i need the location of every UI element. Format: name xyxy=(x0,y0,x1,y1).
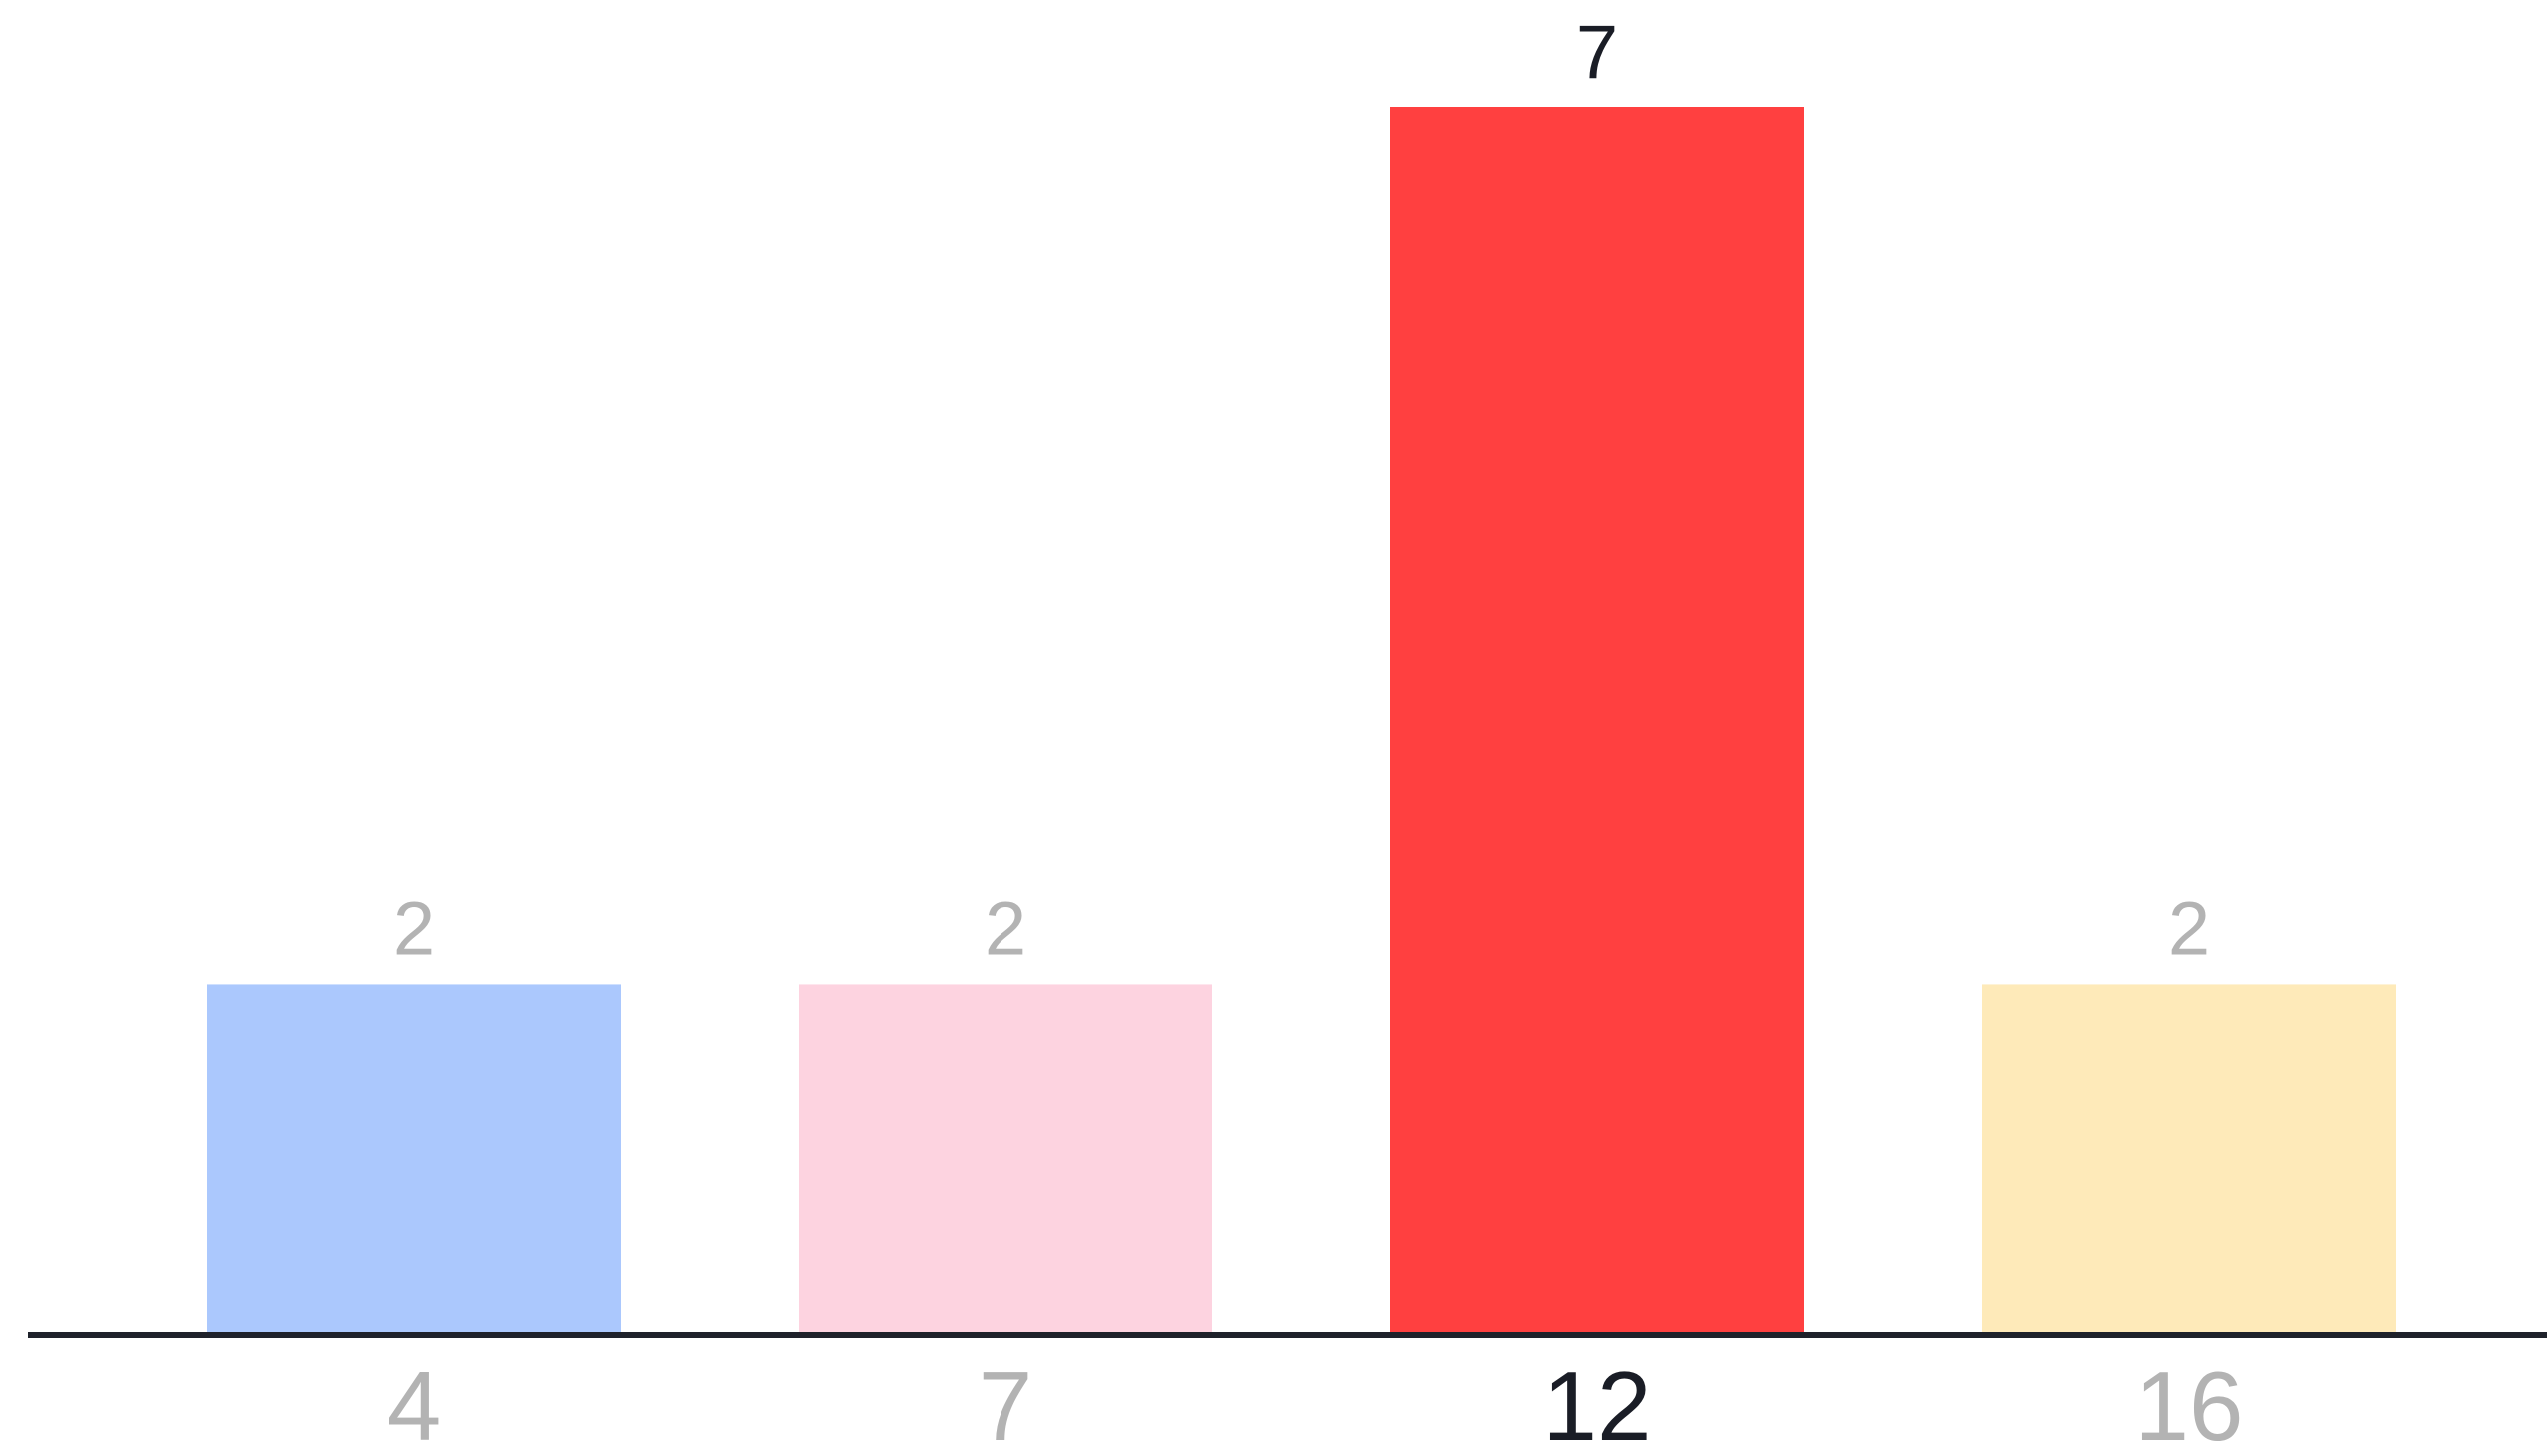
bar-16 xyxy=(1982,984,2396,1332)
bar-7 xyxy=(799,984,1212,1332)
bar-value-label-7: 2 xyxy=(985,886,1026,971)
bar-value-label-16: 2 xyxy=(2168,886,2210,971)
x-tick-labels-group: 4 7 12 16 xyxy=(387,1352,2244,1456)
x-tick-label-4: 4 xyxy=(387,1352,442,1456)
bar-value-label-12: 7 xyxy=(1576,10,1618,94)
bar-12 xyxy=(1390,107,1804,1332)
x-tick-label-12: 12 xyxy=(1543,1352,1651,1456)
bars-group xyxy=(207,107,2396,1332)
bar-4 xyxy=(207,984,621,1332)
value-labels-group: 2 2 7 2 xyxy=(393,10,2210,971)
bar-value-label-4: 2 xyxy=(393,886,435,971)
x-tick-label-16: 16 xyxy=(2134,1352,2243,1456)
x-tick-label-7: 7 xyxy=(979,1352,1033,1456)
